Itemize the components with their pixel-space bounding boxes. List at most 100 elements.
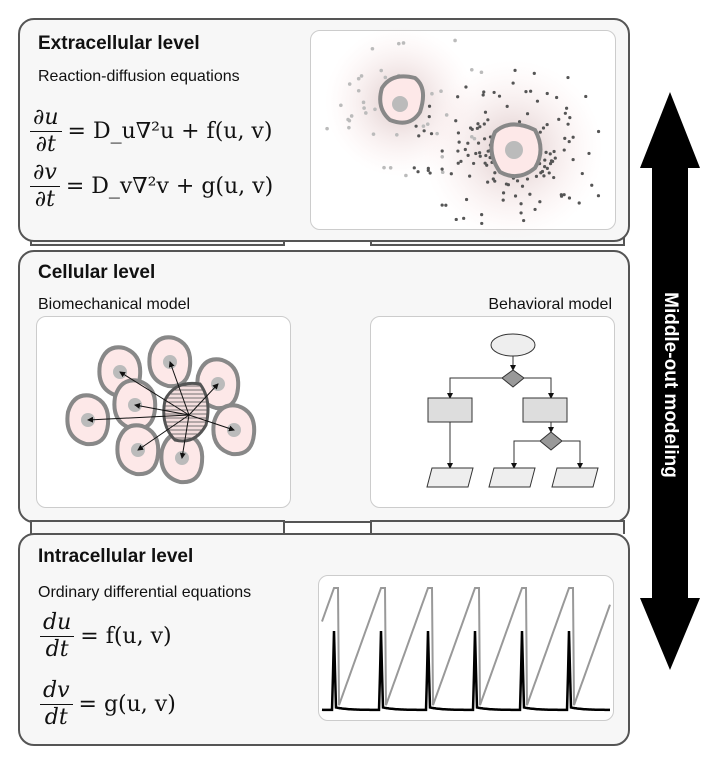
molecule-dot	[563, 136, 567, 141]
central-cell	[162, 381, 210, 443]
molecule-dot	[428, 171, 432, 175]
force-arrow	[179, 414, 190, 459]
connector-right-bottom	[370, 520, 625, 534]
molecule-dot	[476, 141, 481, 145]
extracellular-subtitle: Reaction-diffusion equations	[38, 68, 240, 85]
force-arrow	[134, 402, 190, 416]
molecule-dot	[435, 131, 439, 136]
molecule-dot	[417, 134, 421, 138]
eq-rhs: = f(u, v)	[80, 624, 172, 649]
flowchart	[426, 333, 599, 488]
molecule-dot	[457, 140, 461, 144]
force-arrow	[188, 414, 235, 432]
molecule-dot	[482, 137, 487, 141]
molecule-dot	[543, 158, 547, 162]
molecule-dot	[567, 196, 572, 200]
molecule-dot	[524, 90, 528, 94]
molecule-dot	[483, 161, 487, 165]
molecule-dot	[464, 85, 468, 89]
molecule-dot	[440, 167, 444, 171]
molecule-dot	[440, 155, 445, 159]
molecule-dot	[468, 174, 472, 178]
molecule-dot	[567, 139, 571, 144]
molecule-dot	[456, 149, 460, 153]
molecule-dot	[454, 119, 458, 123]
molecule-dot	[540, 169, 545, 174]
molecule-dot	[361, 100, 366, 105]
eq-denominator: ∂t	[34, 187, 56, 212]
molecule-dot	[482, 122, 486, 126]
ode-eq-v: dv dt = g(u, v)	[40, 678, 176, 731]
molecule-dot	[481, 93, 485, 97]
molecule-dot	[542, 174, 546, 178]
molecule-dot	[401, 41, 406, 45]
molecule-dot	[480, 213, 484, 217]
middle-out-label: Middle-out modeling	[660, 292, 681, 478]
molecule-dot	[456, 95, 460, 99]
eq-rhs: = D_v∇²v + g(u, v)	[65, 174, 274, 199]
molecule-dot	[472, 136, 477, 141]
molecule-dot	[464, 197, 469, 202]
molecule-dot	[454, 217, 458, 222]
molecule-dot	[396, 41, 401, 46]
molecule-dot	[545, 122, 549, 127]
molecule-dot	[538, 200, 542, 204]
molecule-dot	[362, 106, 366, 110]
molecule-dot	[501, 198, 505, 202]
eq-denominator: ∂t	[35, 132, 56, 157]
v-trace	[321, 630, 610, 712]
molecule-dot	[466, 153, 470, 157]
molecule-dot	[463, 147, 467, 152]
molecule-dot	[456, 131, 461, 135]
molecule-dot	[379, 68, 384, 73]
molecule-dot	[440, 203, 444, 207]
extracellular-title: Extracellular level	[38, 33, 200, 54]
molecule-dot	[545, 91, 549, 96]
molecule-dot	[404, 173, 408, 178]
oscillation-traces	[321, 587, 611, 712]
molecule-dot	[349, 114, 354, 118]
molecule-dot	[491, 177, 495, 181]
molecule-dot	[504, 182, 509, 186]
molecule-dot	[538, 130, 542, 134]
molecule-dot	[466, 141, 470, 145]
molecule-dot	[382, 165, 386, 170]
molecule-dot	[525, 177, 530, 181]
molecule-dot	[534, 174, 539, 178]
molecule-dot	[479, 70, 484, 75]
molecule-dot	[529, 89, 533, 93]
molecule-dot	[535, 99, 540, 103]
molecule-dot	[557, 117, 561, 121]
molecule-dot	[483, 110, 488, 114]
eq-numerator: du	[40, 610, 75, 637]
molecule-dot	[475, 126, 479, 130]
molecule-dot	[388, 165, 393, 170]
molecule-dot	[525, 112, 530, 116]
molecule-dot	[548, 152, 552, 156]
molecule-dot	[426, 166, 430, 170]
molecule-dot	[577, 201, 581, 205]
molecule-dot	[492, 90, 496, 95]
molecule-dot	[511, 81, 515, 85]
molecule-dot	[364, 111, 368, 115]
molecule-dot	[505, 104, 509, 108]
cellular-title: Cellular level	[38, 262, 156, 283]
molecule-dot	[339, 103, 343, 108]
reaction-diffusion-eq-v: ∂v ∂t = D_v∇²v + g(u, v)	[30, 160, 273, 213]
molecule-dot	[347, 118, 352, 123]
connector-left-bottom	[30, 520, 285, 534]
molecule-dot	[596, 129, 601, 134]
molecule-dot	[562, 148, 566, 152]
behavioral-label: Behavioral model	[488, 296, 612, 313]
molecule-dot	[486, 180, 490, 184]
molecule-dot	[468, 126, 473, 130]
molecule-dot	[478, 151, 482, 155]
molecule-dot	[359, 74, 364, 78]
molecule-dot	[472, 161, 476, 166]
molecule-dot	[383, 75, 388, 80]
eq-denominator: dt	[45, 637, 69, 662]
molecule-dot	[421, 124, 426, 129]
molecule-dot	[548, 161, 553, 166]
molecule-dot	[566, 75, 570, 80]
molecule-dot	[549, 159, 554, 163]
